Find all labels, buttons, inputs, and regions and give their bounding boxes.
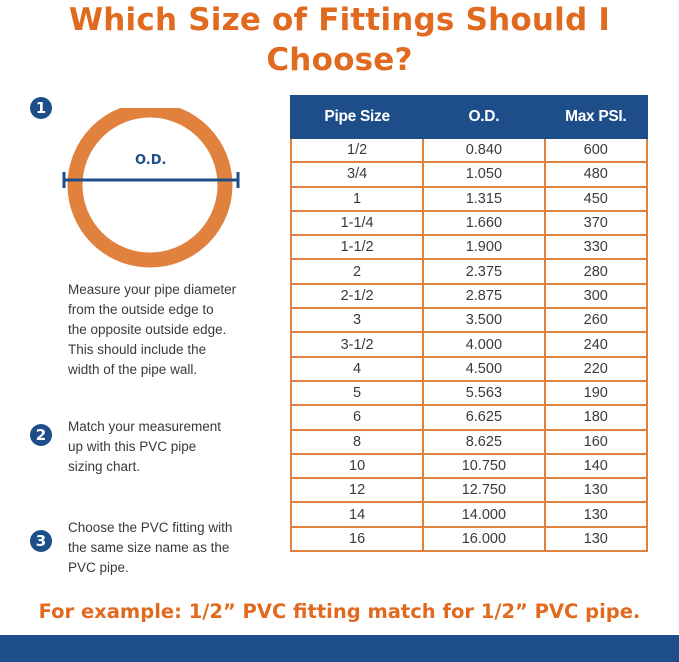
step-1-badge: 1: [30, 97, 52, 119]
cell-max-psi: 280: [543, 258, 649, 285]
page-title: Which Size of Fittings Should I Choose?: [68, 2, 611, 78]
cell-max-psi: 300: [543, 282, 649, 310]
cell-od: 1.660: [422, 209, 546, 237]
cell-max-psi: 370: [543, 209, 649, 237]
cell-od: 1.315: [422, 185, 546, 212]
table-row: 1 1.315 450: [289, 185, 649, 212]
step-3-text: Choose the PVC fitting with the same siz…: [68, 520, 233, 575]
header-od: O.D.: [422, 95, 546, 139]
cell-pipe-size: 6: [289, 404, 425, 431]
cell-pipe-size: 2: [289, 258, 425, 285]
table-row: 3-1/2 4.000 240: [289, 331, 649, 358]
table-row: 12 12.750 130: [289, 477, 649, 504]
cell-od: 2.875: [422, 282, 546, 310]
cell-pipe-size: 1: [289, 185, 425, 212]
cell-pipe-size: 8: [289, 428, 425, 455]
cell-max-psi: 450: [543, 185, 649, 212]
table-row: 2 2.375 280: [289, 258, 649, 285]
cell-od: 4.500: [422, 355, 546, 382]
pipe-ring: [67, 102, 233, 268]
cell-max-psi: 600: [543, 136, 649, 164]
cell-od: 6.625: [422, 404, 546, 431]
cell-max-psi: 260: [543, 307, 649, 334]
cell-pipe-size: 1-1/2: [289, 234, 425, 261]
cell-max-psi: 160: [543, 428, 649, 455]
table-row: 3/4 1.050 480: [289, 161, 649, 188]
cell-max-psi: 220: [543, 355, 649, 382]
table-row: 14 14.000 130: [289, 501, 649, 528]
cell-od: 3.500: [422, 307, 546, 334]
cell-max-psi: 240: [543, 331, 649, 358]
cell-pipe-size: 3-1/2: [289, 331, 425, 358]
cell-pipe-size: 16: [289, 525, 425, 553]
cell-pipe-size: 12: [289, 477, 425, 504]
step-1-text: Measure your pipe diameter from the outs…: [68, 282, 237, 377]
cell-od: 1.900: [422, 234, 546, 261]
cell-od: 4.000: [422, 331, 546, 358]
example-text: For example: 1/2” PVC fitting match for …: [38, 600, 641, 623]
cell-od: 16.000: [422, 525, 546, 553]
cell-max-psi: 180: [543, 404, 649, 431]
cell-pipe-size: 3/4: [289, 161, 425, 188]
cell-max-psi: 190: [543, 379, 649, 407]
pvc-sizing-chart: Pipe Size O.D. Max PSI. 1/2 0.840 600 3/4 1.…: [289, 95, 649, 553]
cell-od: 12.750: [422, 477, 546, 504]
cell-od: 5.563: [422, 379, 546, 407]
header-pipe-size: Pipe Size: [289, 95, 425, 139]
cell-od: 1.050: [422, 161, 546, 188]
header-max-psi: Max PSI.: [543, 95, 649, 139]
cell-pipe-size: 1/2: [289, 136, 425, 164]
cell-od: 2.375: [422, 258, 546, 285]
cell-pipe-size: 14: [289, 501, 425, 528]
cell-pipe-size: 5: [289, 379, 425, 407]
cell-max-psi: 130: [543, 501, 649, 528]
table-row: 16 16.000 130: [289, 525, 649, 553]
table-row: 6 6.625 180: [289, 404, 649, 431]
cell-max-psi: 330: [543, 234, 649, 261]
cell-od: 0.840: [422, 136, 546, 164]
table-row: 4 4.500 220: [289, 355, 649, 382]
step-2-text: Match your measurement up with this PVC …: [68, 419, 222, 474]
cell-pipe-size: 2-1/2: [289, 282, 425, 310]
cell-od: 14.000: [422, 501, 546, 528]
cell-max-psi: 130: [543, 477, 649, 504]
cell-od: 10.750: [422, 452, 546, 480]
cell-pipe-size: 4: [289, 355, 425, 382]
od-label: O.D.: [135, 153, 167, 168]
table-row: 1-1/2 1.900 330: [289, 234, 649, 261]
table-header-row: Pipe Size O.D. Max PSI.: [289, 95, 649, 139]
table-body: 1/2 0.840 600 3/4 1.050 480 1 1.315 450 1-1/4 1.66…: [289, 136, 649, 553]
cell-max-psi: 480: [543, 161, 649, 188]
footer-bar: [0, 635, 679, 662]
table-row: 3 3.500 260: [289, 307, 649, 334]
table-row: 10 10.750 140: [289, 452, 649, 480]
pipe-diameter-diagram: [60, 102, 246, 268]
cell-pipe-size: 1-1/4: [289, 209, 425, 237]
table-row: 5 5.563 190: [289, 379, 649, 407]
cell-max-psi: 140: [543, 452, 649, 480]
cell-pipe-size: 3: [289, 307, 425, 334]
cell-pipe-size: 10: [289, 452, 425, 480]
step-3-badge: 3: [30, 530, 52, 552]
cell-max-psi: 130: [543, 525, 649, 553]
table-row: 1/2 0.840 600: [289, 136, 649, 164]
table-row: 1-1/4 1.660 370: [289, 209, 649, 237]
step-2-badge: 2: [30, 424, 52, 446]
cell-od: 8.625: [422, 428, 546, 455]
table-row: 2-1/2 2.875 300: [289, 282, 649, 310]
table-row: 8 8.625 160: [289, 428, 649, 455]
